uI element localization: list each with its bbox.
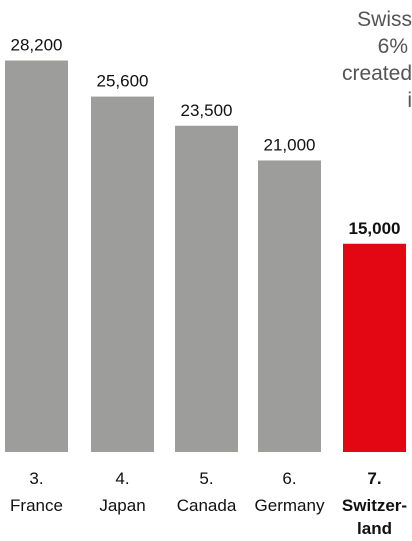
value-label: 25,600 xyxy=(97,72,149,91)
side-note-line-1: Swiss xyxy=(357,8,412,31)
value-label: 28,200 xyxy=(11,36,63,55)
category-label-line: Switzer- xyxy=(342,496,407,515)
category-label-line: Canada xyxy=(177,496,237,515)
side-note: Swiss 6% created i xyxy=(292,6,412,114)
category-label: Canada xyxy=(177,496,237,515)
bar-france xyxy=(5,60,68,452)
category-label: Switzer-land xyxy=(342,496,407,538)
rank-label: 5. xyxy=(199,469,213,488)
bar-switzerland xyxy=(343,243,406,452)
bar-canada xyxy=(175,125,238,452)
bar-japan xyxy=(91,96,154,453)
category-label-line: land xyxy=(357,519,392,538)
bar-germany xyxy=(258,160,321,452)
rank-label: 4. xyxy=(115,469,129,488)
rank-label: 7. xyxy=(367,469,381,488)
side-note-line-3: created xyxy=(341,62,412,85)
value-label: 23,500 xyxy=(181,101,233,120)
category-label: France xyxy=(10,496,63,515)
category-label-line: France xyxy=(10,496,63,515)
value-label: 15,000 xyxy=(349,219,401,238)
side-note-line-2: 6% xyxy=(377,35,408,58)
value-label: 21,000 xyxy=(264,135,316,154)
category-label-line: Germany xyxy=(255,496,325,515)
rank-label: 3. xyxy=(29,469,43,488)
category-label-line: Japan xyxy=(99,496,145,515)
category-label: Germany xyxy=(255,496,325,515)
rank-label: 6. xyxy=(282,469,296,488)
side-note-line-4: i xyxy=(407,89,412,112)
category-label: Japan xyxy=(99,496,145,515)
